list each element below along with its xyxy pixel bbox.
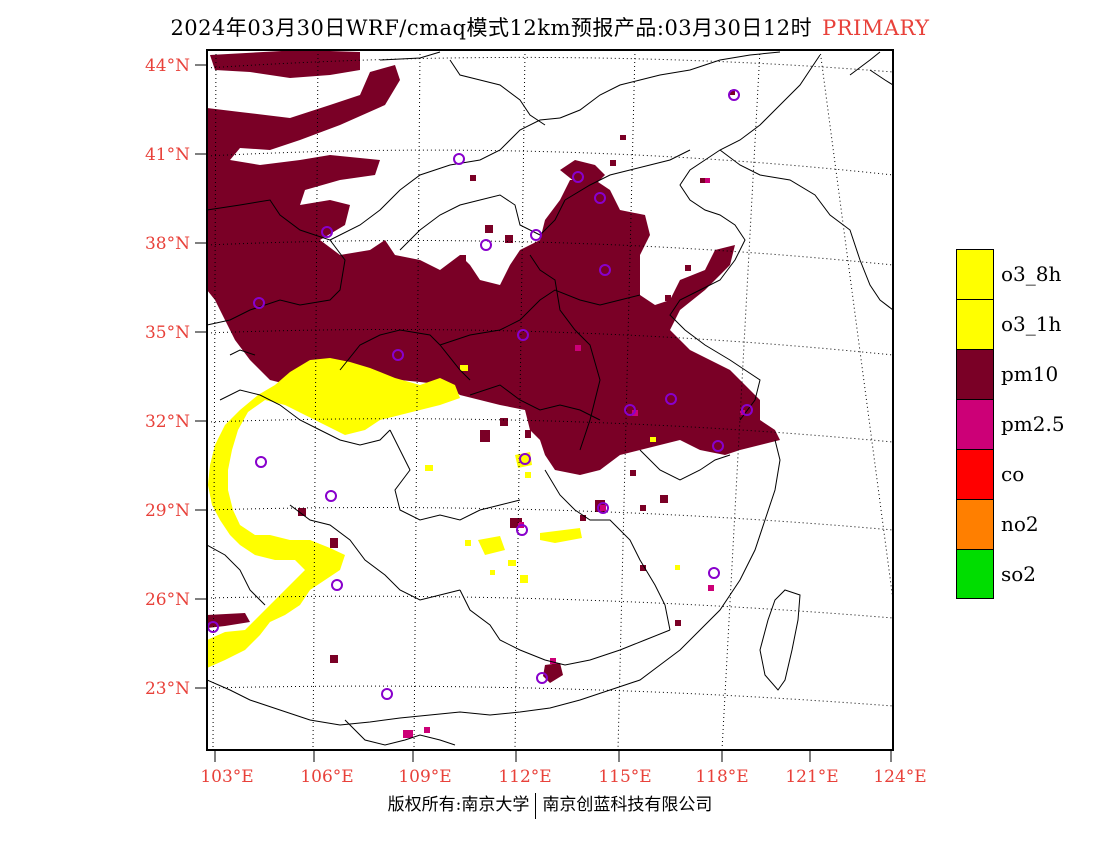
legend-item-o3-1h: o3_1h (956, 299, 1065, 349)
legend-label: so2 (1001, 562, 1037, 586)
legend: o3_8h o3_1h pm10 pm2.5 co no2 so2 (956, 249, 1065, 599)
legend-item-o3-8h: o3_8h (956, 249, 1065, 299)
lat-label-41: 41°N (145, 145, 190, 165)
map-frame (206, 49, 894, 751)
legend-label: no2 (1001, 512, 1039, 536)
legend-swatch (956, 549, 994, 599)
longitude-axis: 103°E 106°E 109°E 112°E 115°E 118°E 121°… (200, 750, 927, 787)
legend-swatch (956, 249, 994, 299)
title-text: 2024年03月30日WRF/cmaq模式12km预报产品:03月30日12时 (170, 16, 813, 40)
footer-right: 南京创蓝科技有限公司 (542, 795, 713, 815)
lat-label-38: 38°N (145, 234, 190, 254)
legend-label: o3_8h (1001, 262, 1062, 286)
graticule (207, 50, 893, 750)
lon-label-124: 124°E (873, 767, 926, 787)
o3-region-small-1 (478, 536, 505, 555)
legend-swatch (956, 299, 994, 349)
pm10-region-north (207, 65, 780, 475)
legend-label: pm2.5 (1001, 412, 1065, 436)
lon-label-106: 106°E (300, 767, 353, 787)
legend-label: o3_1h (1001, 312, 1062, 336)
legend-label: pm10 (1001, 362, 1059, 386)
legend-swatch (956, 499, 994, 549)
footer-left: 版权所有:南京大学 (387, 795, 530, 815)
title-tag: PRIMARY (822, 16, 930, 40)
legend-swatch (956, 399, 994, 449)
legend-label: co (1001, 462, 1025, 486)
pm10-region-top (210, 50, 360, 78)
lat-label-44: 44°N (145, 56, 190, 76)
legend-item-pm25: pm2.5 (956, 399, 1065, 449)
o3-scattered-cells (425, 365, 680, 583)
boundaries (207, 51, 893, 746)
lon-label-103: 103°E (200, 767, 253, 787)
lon-label-112: 112°E (498, 767, 551, 787)
lat-label-32: 32°N (145, 412, 190, 432)
footer-separator (535, 792, 537, 819)
o3-region-main (207, 358, 460, 668)
lat-label-26: 26°N (145, 590, 190, 610)
legend-item-no2: no2 (956, 499, 1065, 549)
pm10-scattered-cells (298, 90, 735, 663)
legend-item-co: co (956, 449, 1065, 499)
lat-label-29: 29°N (145, 501, 190, 521)
legend-item-pm10: pm10 (956, 349, 1065, 399)
lon-label-115: 115°E (598, 767, 651, 787)
pm10-region-guangxi (207, 613, 250, 628)
lon-label-121: 121°E (785, 767, 838, 787)
legend-swatch (956, 449, 994, 499)
legend-item-so2: so2 (956, 549, 1065, 599)
pm10-region-northeast (560, 160, 605, 185)
station-markers (207, 89, 753, 700)
lon-label-109: 109°E (398, 767, 451, 787)
legend-swatch (956, 349, 994, 399)
map-title: 2024年03月30日WRF/cmaq模式12km预报产品:03月30日12时 P… (0, 12, 1100, 42)
lat-label-23: 23°N (145, 679, 190, 699)
lon-label-118: 118°E (695, 767, 748, 787)
latitude-axis: 44°N 41°N 38°N 35°N 32°N 29°N 26°N 23°N (145, 56, 207, 699)
o3-region-small-2 (540, 528, 582, 543)
lat-label-35: 35°N (145, 323, 190, 343)
copyright-footer: 版权所有:南京大学 南京创蓝科技有限公司 (0, 790, 1100, 819)
